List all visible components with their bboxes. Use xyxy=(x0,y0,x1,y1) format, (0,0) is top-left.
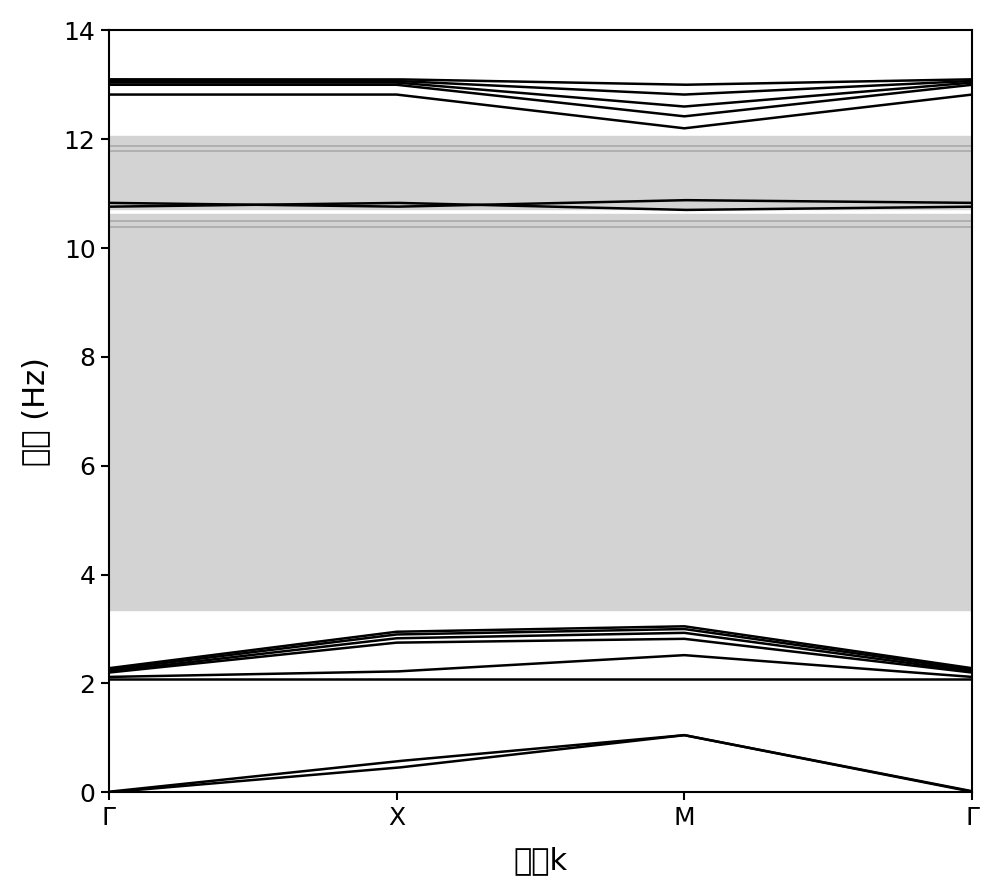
X-axis label: 波矢k: 波矢k xyxy=(513,846,568,875)
Bar xyxy=(109,214,972,610)
Bar xyxy=(109,136,972,209)
Y-axis label: 频率 (Hz): 频率 (Hz) xyxy=(21,357,50,466)
